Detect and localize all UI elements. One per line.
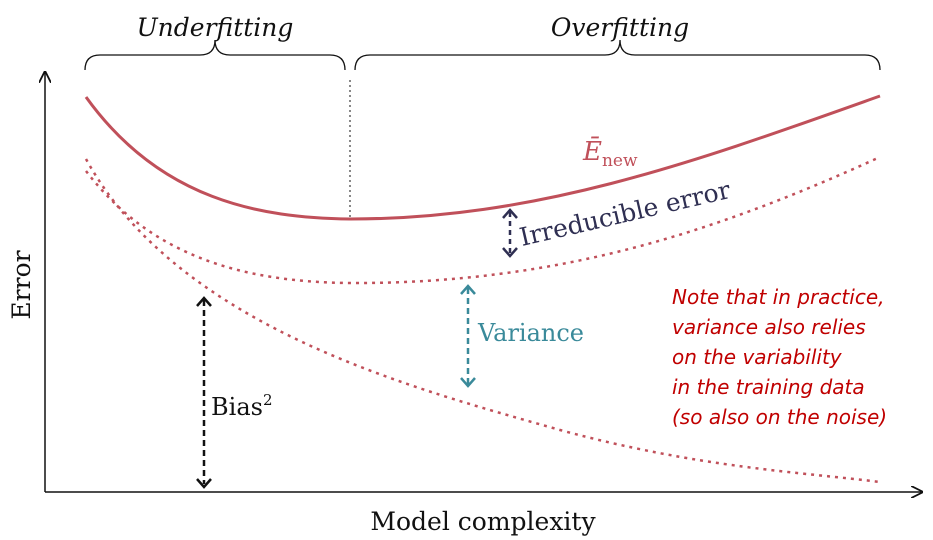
overfitting-brace [354,39,881,71]
bias-squared-curve [84,158,881,484]
overfitting-label: Overfitting [551,13,689,42]
expected-new-error-curve [84,94,881,221]
e-new-label: Ēnew [582,136,638,171]
variance-label: Variance [477,319,584,347]
note-line: (so also on the noise) [672,405,887,429]
practice-note: Note that in practice, variance also rel… [672,285,887,429]
bias-squared-label: Bias2 [211,391,272,421]
underfitting-brace [84,39,346,71]
note-line: in the training data [672,375,865,399]
y-axis-label: Error [7,250,36,319]
bias-plus-variance-curve [85,155,881,285]
bias-exponent: 2 [263,391,273,409]
e-new-subscript: new [602,151,638,171]
note-line: Note that in practice, [672,285,885,309]
note-line: on the variability [672,345,843,369]
underfitting-label: Underfitting [137,13,294,42]
x-axis-label: Model complexity [370,507,596,536]
note-line: variance also relies [672,315,866,339]
